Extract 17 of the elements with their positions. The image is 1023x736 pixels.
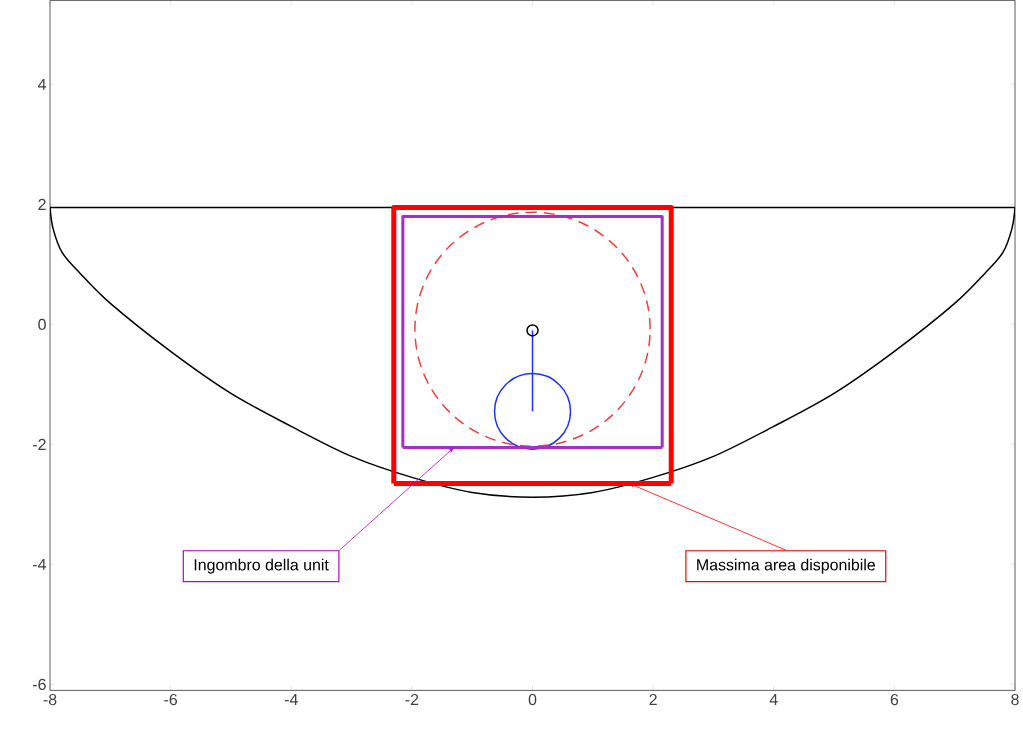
x-tick-label: 2 bbox=[649, 693, 657, 705]
x-tick-label: 4 bbox=[769, 693, 778, 705]
y-tick-label: -2 bbox=[33, 438, 46, 450]
x-tick-label: 0 bbox=[528, 693, 537, 706]
x-tick-label: -6 bbox=[164, 693, 178, 706]
y-tick-label: -6 bbox=[33, 678, 46, 690]
x-tick-label: -4 bbox=[284, 693, 298, 705]
y-tick-label: 2 bbox=[38, 198, 46, 210]
x-tick-label: -8 bbox=[43, 693, 57, 706]
y-tick-label: 0 bbox=[38, 318, 46, 330]
x-tick-label: 6 bbox=[890, 693, 899, 706]
x-tick-label: -2 bbox=[405, 693, 419, 705]
y-tick-label: -4 bbox=[33, 558, 47, 570]
x-tick-label: 8 bbox=[1011, 693, 1019, 706]
y-tick-label: 4 bbox=[37, 78, 47, 90]
annotation: Massima area disponibile bbox=[697, 558, 875, 574]
annotation: Ingombro della unit bbox=[194, 558, 329, 574]
